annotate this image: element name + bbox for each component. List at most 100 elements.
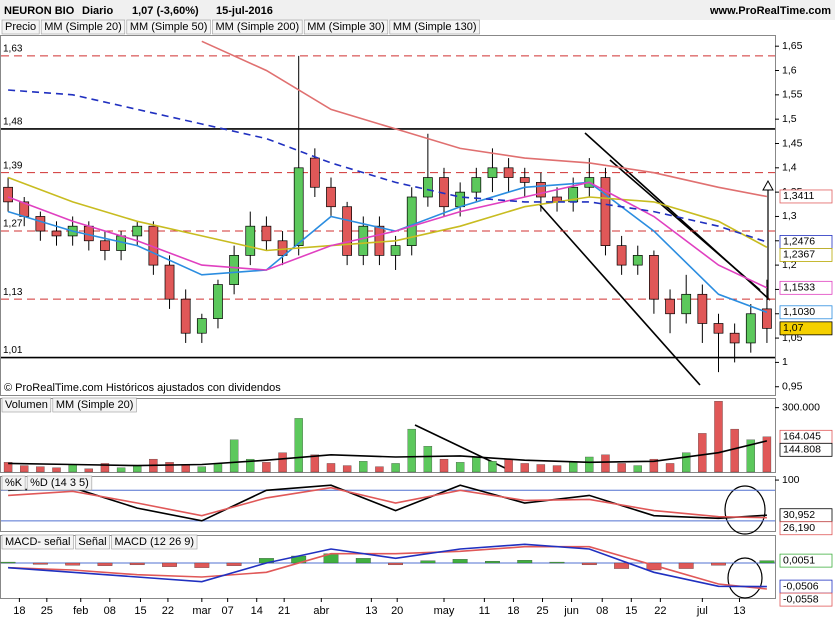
level-label: 1,13	[3, 287, 23, 298]
bar	[423, 446, 433, 473]
series-line	[8, 440, 768, 467]
legend-box	[303, 19, 389, 35]
candle-body	[519, 177, 530, 183]
bar	[520, 463, 529, 473]
value-box	[779, 442, 833, 457]
bar	[342, 465, 352, 473]
bar	[678, 562, 694, 569]
series-line	[7, 181, 768, 289]
y-tick-label: 1,4	[782, 162, 797, 174]
legend-box	[126, 19, 211, 35]
x-tick-label: 15	[625, 605, 637, 617]
bar	[581, 562, 597, 566]
period: Diario	[82, 5, 113, 17]
bar	[326, 463, 336, 473]
candle-body	[35, 216, 46, 232]
bar	[391, 463, 400, 473]
legend-item: MM (Simple 200)	[215, 21, 299, 33]
legend-box	[212, 19, 303, 35]
bar	[420, 560, 436, 564]
candle-body	[390, 245, 401, 256]
value-box-label: 30,952	[783, 509, 815, 521]
bar	[649, 458, 659, 473]
candle-body	[536, 182, 546, 198]
bar	[568, 462, 578, 473]
x-tick-label: mar	[192, 605, 211, 617]
bar	[646, 562, 662, 571]
x-tick-label: 18	[507, 605, 519, 617]
legend-box	[389, 19, 480, 35]
bar	[20, 465, 29, 473]
y-tick-label: 1,2	[782, 259, 797, 271]
candle-body	[406, 196, 417, 246]
value-box-label: 1,07	[783, 322, 804, 334]
legend-item: MM (Simple 30)	[307, 21, 385, 33]
value-box-label: 0,0051	[783, 554, 815, 566]
bar	[32, 562, 48, 565]
legend-box	[1, 534, 74, 550]
legend-box	[52, 397, 137, 413]
bar	[310, 454, 320, 473]
value-box	[779, 280, 833, 295]
x-tick-label: may	[434, 605, 455, 617]
bar	[226, 562, 242, 566]
candle-body	[309, 157, 320, 188]
y-tick-label: 100	[782, 474, 800, 486]
bar	[162, 562, 177, 567]
bar	[407, 428, 416, 473]
bar	[617, 463, 626, 473]
candle-body	[132, 225, 143, 237]
y-tick-label: 1,65	[782, 40, 803, 52]
bar	[375, 466, 384, 473]
value-box	[779, 553, 833, 568]
bar	[36, 466, 45, 473]
series-line	[8, 89, 768, 243]
bar	[116, 467, 126, 473]
source: www.ProRealTime.com	[709, 5, 831, 17]
legend-item: %D (14 3 5)	[30, 477, 89, 489]
bar	[488, 461, 497, 473]
legend-box	[26, 475, 93, 491]
legend-box	[1, 475, 26, 491]
candle-body	[632, 255, 643, 266]
bar	[68, 464, 77, 473]
bar	[133, 465, 142, 473]
level-label: 1,27	[3, 219, 23, 230]
bar	[614, 562, 630, 569]
value-box-label: 1,3411	[783, 190, 814, 202]
candle-body	[164, 264, 175, 300]
y-tick-label: 1,45	[782, 137, 803, 149]
bar	[165, 462, 174, 473]
x-tick-label: jun	[563, 605, 579, 617]
series-line	[8, 543, 767, 588]
legend-item: Señal	[78, 536, 106, 548]
value-box-label: -0,0558	[783, 593, 819, 605]
note: © ProRealTime.com Históricos ajustados c…	[4, 382, 281, 394]
bar	[711, 562, 726, 566]
bar	[698, 433, 707, 473]
legend-item: MACD (12 26 9)	[115, 536, 194, 548]
candle-body	[600, 177, 611, 246]
candle-body	[729, 332, 740, 344]
value-box	[779, 248, 833, 262]
candle-body	[503, 167, 514, 178]
x-tick-label: 13	[365, 605, 377, 617]
candle-body	[342, 206, 353, 256]
bar	[0, 561, 16, 564]
bar	[278, 452, 287, 473]
candle-body	[100, 240, 110, 251]
bar	[84, 468, 93, 473]
candle-body	[681, 293, 692, 315]
bar	[762, 436, 772, 473]
bar	[3, 462, 13, 473]
bar	[359, 461, 368, 473]
last-price: 1,07 (-3,60%)	[132, 5, 199, 17]
candle-body	[51, 230, 62, 237]
x-tick-label: 18	[13, 605, 25, 617]
y-tick-label: 1,5	[782, 113, 797, 125]
candle-body	[422, 177, 433, 198]
bar	[100, 463, 110, 473]
x-tick-label: 15	[134, 605, 146, 617]
value-box-label: 1,1030	[783, 306, 815, 318]
bar	[601, 454, 610, 473]
